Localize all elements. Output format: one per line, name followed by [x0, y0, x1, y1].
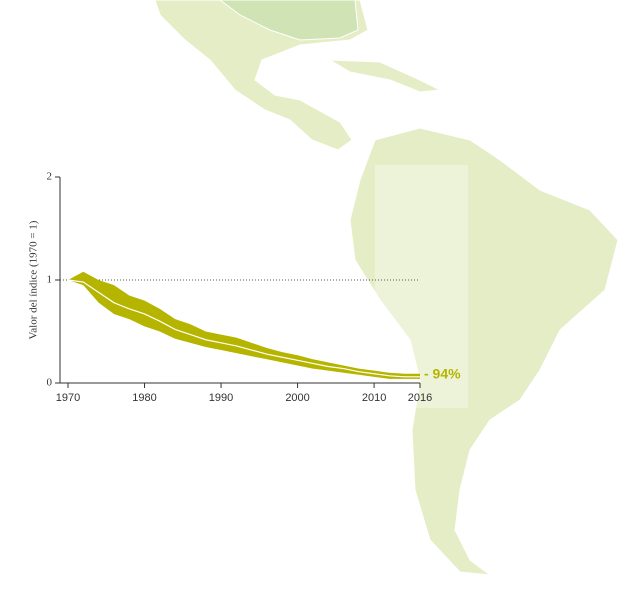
annotation: - 94% [424, 366, 461, 382]
x-tick-label: 2000 [285, 392, 309, 404]
confidence-band [68, 271, 420, 379]
y-tick-label: 1 [47, 274, 53, 286]
map-background [154, 0, 619, 576]
index-line [67, 279, 420, 378]
x-tick-label: 1970 [56, 392, 80, 404]
x-tick-label: 1980 [132, 392, 156, 404]
x-tick-label: 2016 [408, 392, 432, 404]
y-tick-label: 2 [47, 171, 53, 183]
x-tick-label: 2010 [362, 392, 386, 404]
y-tick-label: 0 [47, 377, 53, 389]
x-tick-label: 1990 [209, 392, 233, 404]
y-axis-label: Valor del índice (1970 = 1) [28, 220, 40, 339]
